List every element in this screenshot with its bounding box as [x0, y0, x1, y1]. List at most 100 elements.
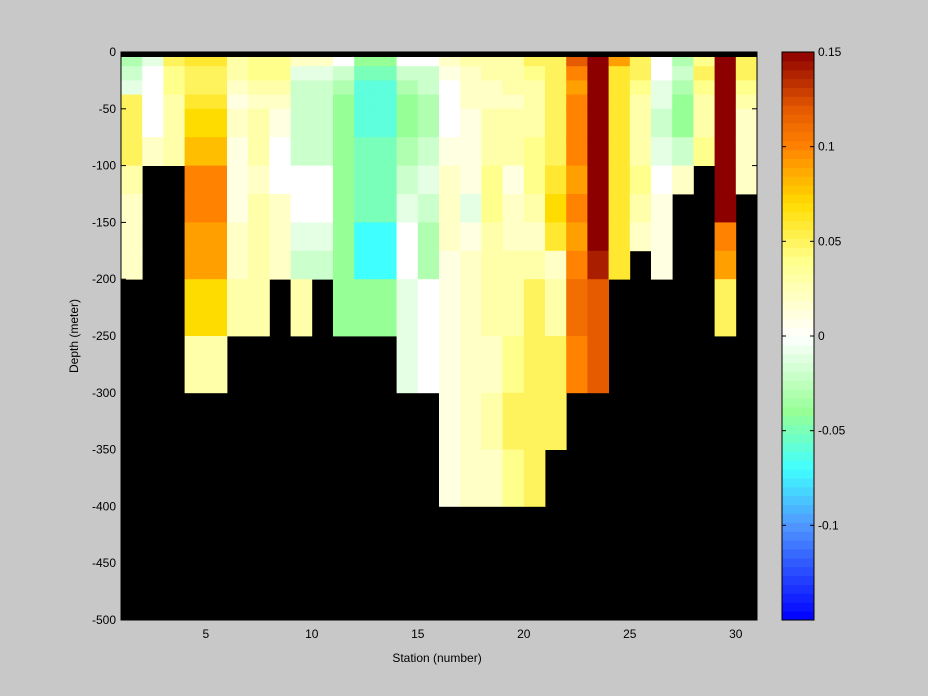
heatmap-cell: [523, 449, 546, 507]
heatmap-cell: [205, 108, 228, 138]
heatmap-cell: [396, 250, 419, 280]
y-tick-label: -400: [92, 499, 116, 513]
heatmap-cell: [502, 222, 525, 252]
heatmap-cell: [545, 80, 567, 95]
colorbar-step: [782, 123, 814, 133]
heatmap-cell: [523, 94, 546, 110]
heatmap-cell: [502, 336, 525, 394]
heatmap-cell: [163, 80, 185, 95]
colorbar-step: [782, 584, 814, 594]
heatmap-cell: [121, 165, 143, 195]
heatmap-cell: [121, 108, 143, 138]
heatmap-cell: [545, 279, 567, 337]
heatmap-cell: [375, 94, 397, 110]
colorbar-tick-label: 0.1: [818, 140, 835, 154]
colorbar-step: [782, 478, 814, 488]
heatmap-cell: [566, 80, 588, 95]
heatmap-cell: [672, 80, 694, 95]
heatmap-cell: [290, 279, 313, 337]
colorbar-step: [782, 202, 814, 213]
heatmap-cell: [417, 250, 440, 280]
heatmap-cell: [333, 108, 355, 138]
heatmap-cell: [460, 279, 482, 337]
heatmap-cell: [205, 194, 228, 223]
heatmap-cell: [502, 250, 525, 280]
heatmap-cell: [566, 137, 588, 166]
heatmap-cell: [608, 80, 631, 95]
colorbar-tick-label: 0.15: [818, 45, 842, 59]
heatmap-cell: [545, 137, 567, 166]
y-axis: 0 -50 -100 -150 -200 -250 -300 -350 -400 -450 -500: [92, 45, 757, 627]
heatmap-cell: [651, 80, 673, 95]
heatmap-cell: [290, 137, 313, 166]
heatmap-cell: [651, 194, 673, 223]
heatmap-cell: [629, 80, 652, 95]
heatmap-cell: [608, 194, 631, 223]
heatmap-cells: [121, 52, 758, 507]
heatmap-cell: [121, 80, 143, 95]
heatmap-cell: [269, 194, 291, 223]
colorbar-step: [782, 380, 814, 390]
heatmap-cell: [481, 108, 503, 138]
heatmap-cell: [333, 94, 355, 110]
colorbar-step: [782, 185, 814, 195]
heatmap-cell: [396, 137, 419, 166]
colorbar-gradient: [782, 52, 814, 621]
x-tick-label: 10: [305, 627, 319, 641]
colorbar-step: [782, 469, 814, 479]
colorbar-step: [782, 149, 814, 160]
heatmap-cell: [184, 137, 207, 166]
heatmap-cell: [693, 137, 715, 166]
colorbar-step: [782, 460, 814, 470]
heatmap-cell: [629, 137, 652, 166]
heatmap-cell: [502, 279, 525, 337]
heatmap-cell: [460, 108, 482, 138]
heatmap-cell: [502, 108, 525, 138]
colorbar-step: [782, 531, 814, 541]
y-tick-label: -500: [92, 613, 116, 627]
colorbar-step: [782, 336, 814, 346]
heatmap-cell: [460, 165, 482, 195]
colorbar: 0.15 0.1 0.05 0 -0.05 -0.1: [781, 45, 846, 621]
heatmap-cell: [248, 250, 270, 280]
heatmap-cell: [714, 165, 737, 195]
heatmap-cell: [248, 165, 270, 195]
heatmap-cell: [354, 94, 376, 110]
heatmap-cell: [205, 279, 228, 337]
colorbar-step: [782, 273, 814, 284]
heatmap-cell: [481, 80, 503, 95]
heatmap-cell: [396, 165, 419, 195]
heatmap-cell: [629, 66, 652, 81]
colorbar-step: [782, 300, 814, 310]
heatmap-cell: [396, 279, 419, 337]
heatmap-cell: [545, 250, 567, 280]
heatmap-cell: [184, 80, 207, 95]
heatmap-cell: [481, 194, 503, 223]
heatmap-cell: [142, 108, 164, 138]
heatmap-cell: [227, 137, 249, 166]
heatmap-cell: [375, 279, 397, 337]
heatmap-cell: [566, 165, 588, 195]
heatmap-cell: [333, 194, 355, 223]
heatmap-cell: [608, 250, 631, 280]
heatmap-cell: [587, 250, 609, 280]
heatmap-cell: [417, 80, 440, 95]
heatmap-cell: [248, 279, 270, 337]
colorbar-step: [782, 424, 814, 435]
heatmap-cell: [269, 108, 291, 138]
heatmap-cell: [290, 222, 313, 252]
heatmap-cell: [545, 194, 567, 223]
heatmap-cell: [311, 94, 334, 110]
heatmap-cell: [714, 66, 737, 81]
heatmap-cell: [205, 165, 228, 195]
heatmap-cell: [121, 137, 143, 166]
heatmap-cell: [714, 279, 737, 337]
heatmap-cell: [248, 108, 270, 138]
heatmap-cell: [205, 250, 228, 280]
heatmap-cell: [333, 80, 355, 95]
colorbar-step: [782, 557, 814, 568]
heatmap-cell: [587, 165, 609, 195]
colorbar-step: [782, 238, 814, 248]
colorbar-step: [782, 353, 814, 364]
heatmap-cell: [248, 80, 270, 95]
